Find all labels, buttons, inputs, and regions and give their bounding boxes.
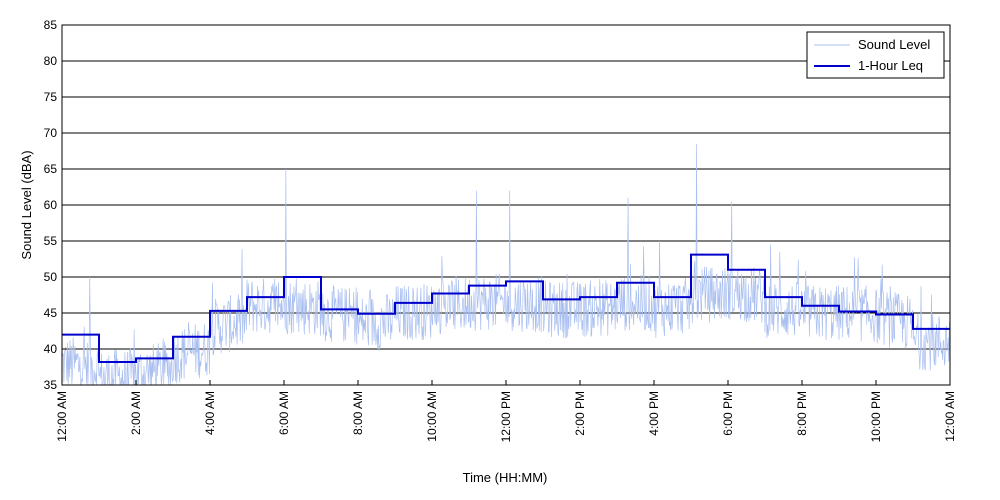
series-1-hour-leq [62,253,950,363]
x-tick-label: 12:00 PM [499,391,513,442]
y-tick-label: 50 [44,270,58,284]
y-tick-label: 85 [44,18,58,32]
y-tick-label: 40 [44,342,58,356]
legend-box [806,31,945,79]
y-tick-label: 70 [44,126,58,140]
y-tick-label: 75 [44,90,58,104]
x-tick-label: 2:00 PM [573,391,587,436]
y-tick-label: 55 [44,234,58,248]
y-tick-label: 65 [44,162,58,176]
x-tick-label: 10:00 AM [425,391,439,442]
legend-label-sound-level: Sound Level [858,37,930,52]
legend: Sound Level 1-Hour Leq [806,31,945,79]
x-axis-label: Time (HH:MM) [463,470,548,485]
y-tick-label: 60 [44,198,58,212]
x-tick-label: 4:00 AM [203,391,217,435]
x-tick-label: 6:00 AM [277,391,291,435]
x-tick-label: 4:00 PM [647,391,661,436]
x-axis-ticks: 12:00 AM 2:00 AM 4:00 AM 6:00 AM 8:00 AM 10:0… [55,380,957,442]
x-tick-label: 10:00 PM [869,391,883,442]
legend-label-1-hour-leq: 1-Hour Leq [858,58,923,73]
y-tick-label: 35 [44,378,58,392]
y-axis-ticks: 35 40 45 50 55 60 65 70 75 80 85 [44,18,67,392]
leq-step-line [62,253,950,363]
x-tick-label: 12:00 AM [55,391,69,442]
x-tick-label: 2:00 AM [129,391,143,435]
x-tick-label: 12:00 AM [943,391,957,442]
x-tick-label: 6:00 PM [721,391,735,436]
y-tick-label: 45 [44,306,58,320]
x-tick-label: 8:00 PM [795,391,809,436]
y-tick-label: 80 [44,54,58,68]
y-axis-label: Sound Level (dBA) [19,150,34,259]
x-tick-label: 8:00 AM [351,391,365,435]
